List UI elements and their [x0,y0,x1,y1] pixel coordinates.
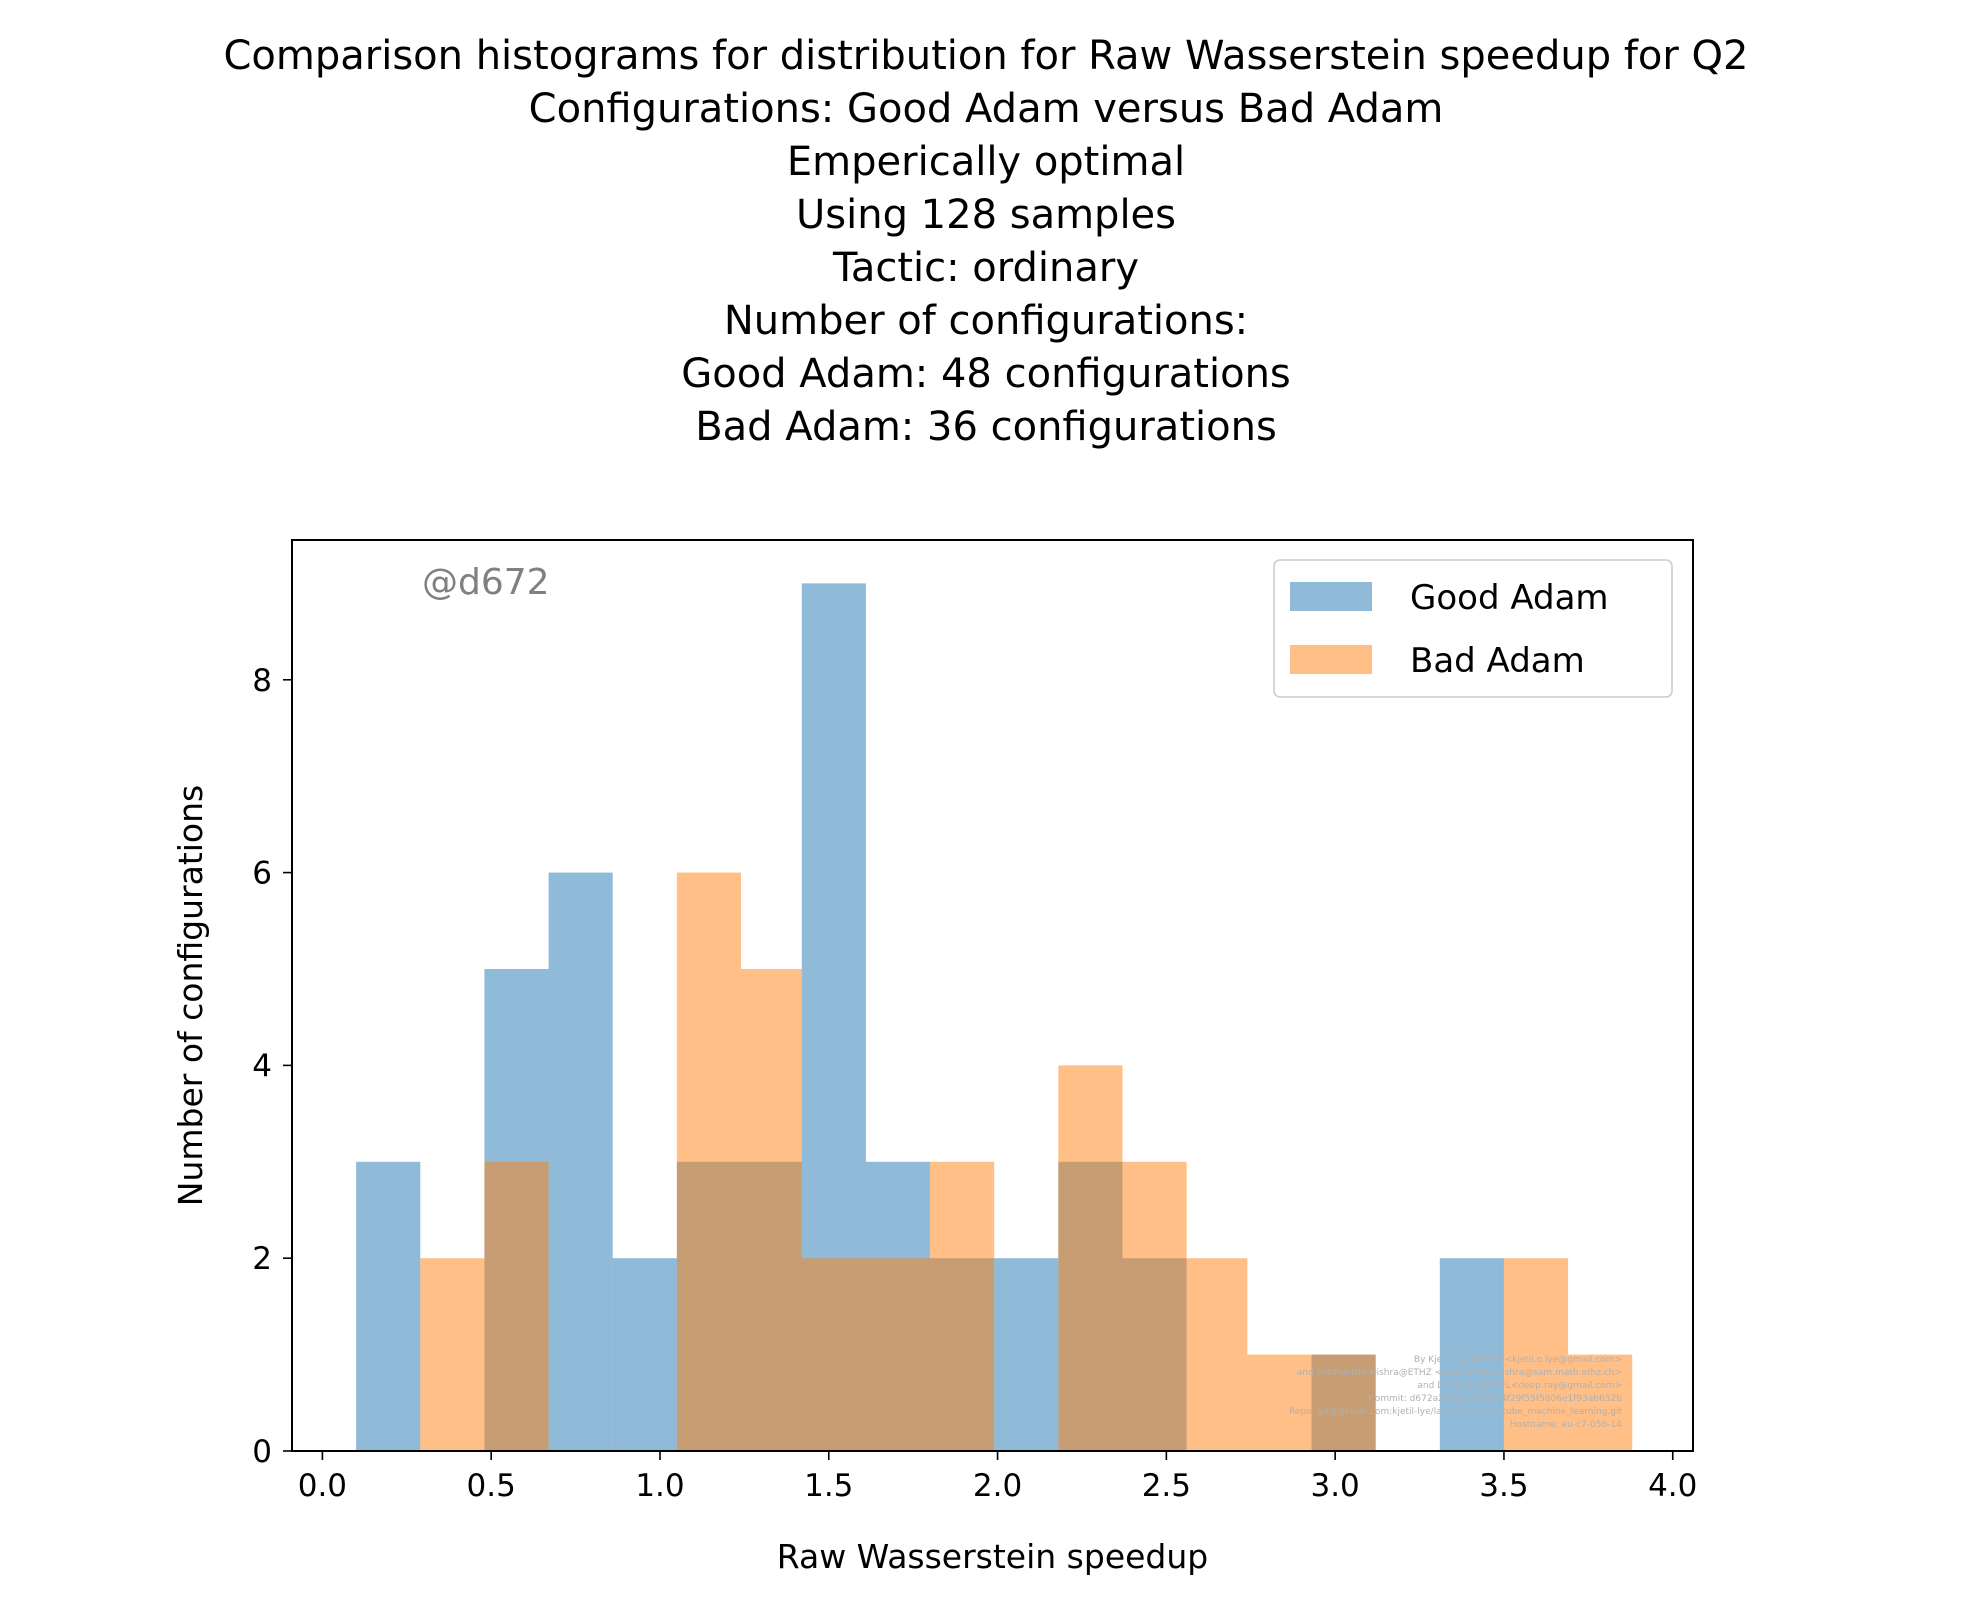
y-axis-ticks: 0 2 4 6 8 [252,663,292,1470]
histogram-bar [994,1258,1059,1451]
credits-text: By Kjetil Lye@ETHZ <kjetil.o.lye@gmail.c… [1289,1355,1622,1430]
legend-label: Good Adam [1410,578,1609,618]
x-tick-label: 3.5 [1479,1468,1528,1504]
credit-line: Repo: git@github.com:kjetil-lye/lax_sod_… [1289,1407,1622,1417]
histogram-bar [740,968,802,1451]
y-tick-label: 4 [252,1048,272,1084]
x-tick-label: 0.5 [467,1468,516,1504]
histogram-bar [676,872,741,1451]
y-axis-label: Number of configurations [171,785,210,1206]
histogram-bar [1247,1354,1312,1451]
histogram-bar [1503,1258,1569,1451]
histogram-bars [356,583,1633,1451]
legend-swatch [1290,645,1372,674]
histogram-bar [484,1161,549,1451]
credit-line: Hostname: eu-c7-056-14 [1510,1420,1622,1430]
y-tick-label: 2 [252,1241,272,1277]
x-axis-ticks: 0.0 0.5 1.0 1.5 2.0 2.5 3.0 3.5 4.0 [298,1451,1697,1504]
x-tick-label: 3.0 [1310,1468,1359,1504]
y-tick-label: 0 [252,1434,272,1470]
x-tick-label: 2.0 [973,1468,1022,1504]
x-tick-label: 1.0 [635,1468,684,1504]
credit-line: Commit: d672a27ccc1c7ef664f29f55f5806e1f… [1368,1394,1622,1404]
histogram-bar [1439,1258,1504,1451]
title-line: Tactic: ordinary [832,245,1139,291]
histogram-bar [930,1161,995,1451]
title-line: Emperically optimal [787,139,1185,185]
legend: Good Adam Bad Adam [1273,559,1673,698]
y-tick-label: 8 [252,663,272,699]
histogram-bar [1311,1354,1376,1451]
histogram-bar [1568,1354,1633,1451]
credit-line: and Siddhartha Mishra@ETHZ <siddhartha.m… [1297,1368,1622,1378]
title-line: Number of configurations: [724,298,1248,344]
title-line: Comparison histograms for distribution f… [224,33,1749,79]
histogram-bar [1122,1161,1187,1451]
histogram-bar [612,1258,677,1451]
x-tick-label: 4.0 [1648,1468,1697,1504]
y-tick-label: 6 [252,856,272,892]
histogram-bar [548,872,613,1451]
legend-box [1273,559,1673,698]
title-line: Configurations: Good Adam versus Bad Ada… [529,86,1444,132]
credit-line: and Deep Ray@EPFL<deep.ray@gmail.com> [1417,1381,1622,1391]
histogram-bar [801,1258,866,1451]
histogram-bar [1058,1065,1123,1451]
histogram-bar [1186,1258,1248,1451]
legend-label: Bad Adam [1410,641,1585,681]
title-line: Bad Adam: 36 configurations [695,404,1277,450]
title-line: Using 128 samples [796,192,1176,238]
x-tick-label: 2.5 [1142,1468,1191,1504]
legend-swatch [1290,582,1372,611]
histogram-bar [420,1258,485,1451]
histogram-bar [356,1161,421,1451]
credit-line: By Kjetil Lye@ETHZ <kjetil.o.lye@gmail.c… [1414,1355,1622,1365]
x-tick-label: 1.5 [804,1468,853,1504]
chart-title: Comparison histograms for distribution f… [224,33,1749,450]
x-axis-label: Raw Wasserstein speedup [777,1537,1208,1576]
title-line: Good Adam: 48 configurations [681,351,1291,397]
commit-annotation: @d672 [422,562,550,603]
histogram-bar [865,1258,931,1451]
x-tick-label: 0.0 [298,1468,347,1504]
plot-frame [291,539,1694,1452]
